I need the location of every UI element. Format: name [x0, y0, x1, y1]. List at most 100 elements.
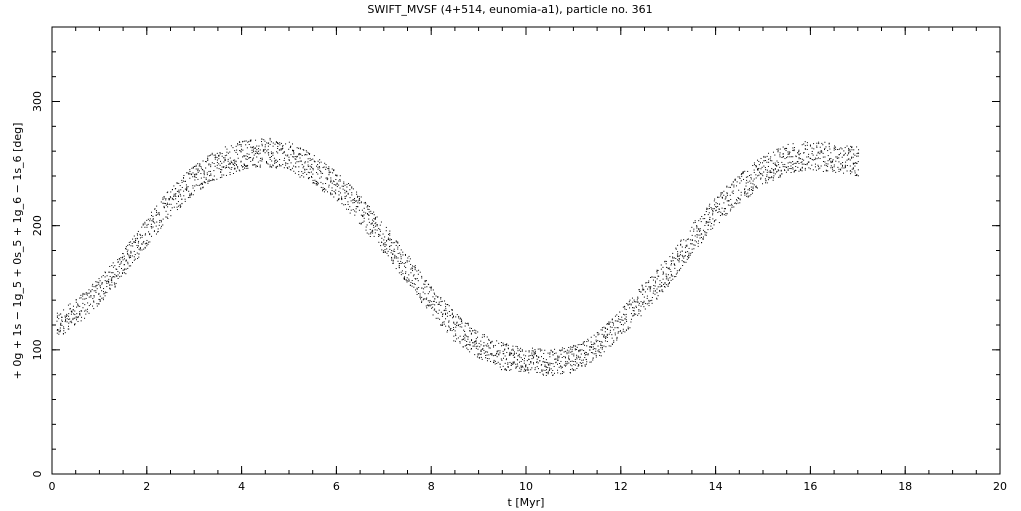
data-point [218, 168, 220, 170]
data-point [301, 175, 303, 177]
data-point [648, 299, 650, 301]
data-point [520, 367, 522, 369]
data-point [141, 243, 143, 245]
data-point [282, 152, 284, 154]
data-point [300, 160, 302, 162]
data-point [442, 313, 444, 315]
data-point [690, 252, 692, 254]
data-point [712, 212, 714, 214]
data-point [338, 180, 340, 182]
data-point [825, 170, 827, 172]
data-point [545, 374, 547, 376]
y-tick-label: 0 [31, 471, 44, 478]
data-point [416, 278, 418, 280]
data-point [191, 174, 193, 176]
data-point [705, 234, 707, 236]
data-point [139, 249, 141, 251]
data-point [481, 358, 483, 360]
data-point [643, 302, 645, 304]
data-point [510, 364, 512, 366]
data-point [450, 327, 452, 329]
data-point [790, 156, 792, 158]
data-point [441, 323, 443, 325]
data-point [446, 315, 448, 317]
data-point [281, 148, 283, 150]
data-point [200, 177, 202, 179]
data-point [402, 254, 404, 256]
data-point [355, 208, 357, 210]
data-point [641, 289, 643, 291]
data-point [229, 157, 231, 159]
data-point [848, 151, 850, 153]
data-point [349, 184, 351, 186]
data-point [616, 314, 618, 316]
data-point [640, 315, 642, 317]
data-point [261, 138, 263, 140]
data-point [77, 317, 79, 319]
data-point [191, 167, 193, 169]
data-point [631, 297, 633, 299]
data-point [445, 309, 447, 311]
data-point [500, 369, 502, 371]
data-point [293, 153, 295, 155]
data-point [441, 315, 443, 317]
data-point [586, 345, 588, 347]
data-point [250, 160, 252, 162]
data-point [400, 249, 402, 251]
data-point [136, 237, 138, 239]
data-point [412, 265, 414, 267]
data-point [792, 164, 794, 165]
data-point [108, 271, 110, 273]
data-point [570, 369, 572, 371]
data-point [784, 163, 786, 165]
data-point [478, 356, 480, 358]
data-point [202, 160, 204, 162]
data-point [410, 268, 412, 270]
data-point [430, 286, 432, 288]
data-point [388, 233, 390, 235]
data-point [98, 293, 100, 295]
data-point [286, 166, 288, 168]
data-point [804, 164, 806, 165]
data-point [507, 348, 509, 350]
data-point [781, 161, 783, 163]
data-point [841, 148, 843, 150]
data-point [225, 165, 227, 167]
data-point [808, 167, 810, 169]
data-point [686, 244, 688, 246]
data-point [223, 174, 225, 176]
data-point [669, 256, 671, 258]
data-point [781, 173, 783, 175]
data-point [644, 291, 646, 293]
data-point [779, 156, 781, 158]
data-point [587, 338, 589, 340]
data-point [832, 160, 834, 162]
data-point [330, 177, 332, 179]
data-point [739, 182, 741, 184]
data-point [560, 360, 562, 362]
data-point [461, 339, 463, 341]
data-point [275, 141, 277, 143]
data-point [80, 297, 82, 299]
data-point [433, 292, 435, 294]
data-point [378, 227, 380, 229]
data-point [565, 362, 567, 364]
data-point [247, 141, 249, 143]
data-point [104, 295, 106, 297]
data-point [613, 329, 615, 331]
data-point [828, 146, 830, 148]
data-point [353, 202, 355, 204]
data-point [213, 179, 215, 181]
data-point [314, 179, 316, 181]
data-point [243, 163, 245, 165]
data-point [74, 314, 76, 316]
data-point [317, 181, 319, 183]
data-point [525, 364, 527, 366]
data-point [838, 157, 840, 159]
data-point [336, 175, 338, 177]
data-point [392, 260, 394, 262]
data-point [146, 226, 148, 228]
data-point [516, 346, 518, 348]
data-point [680, 267, 682, 269]
data-point [811, 153, 813, 155]
